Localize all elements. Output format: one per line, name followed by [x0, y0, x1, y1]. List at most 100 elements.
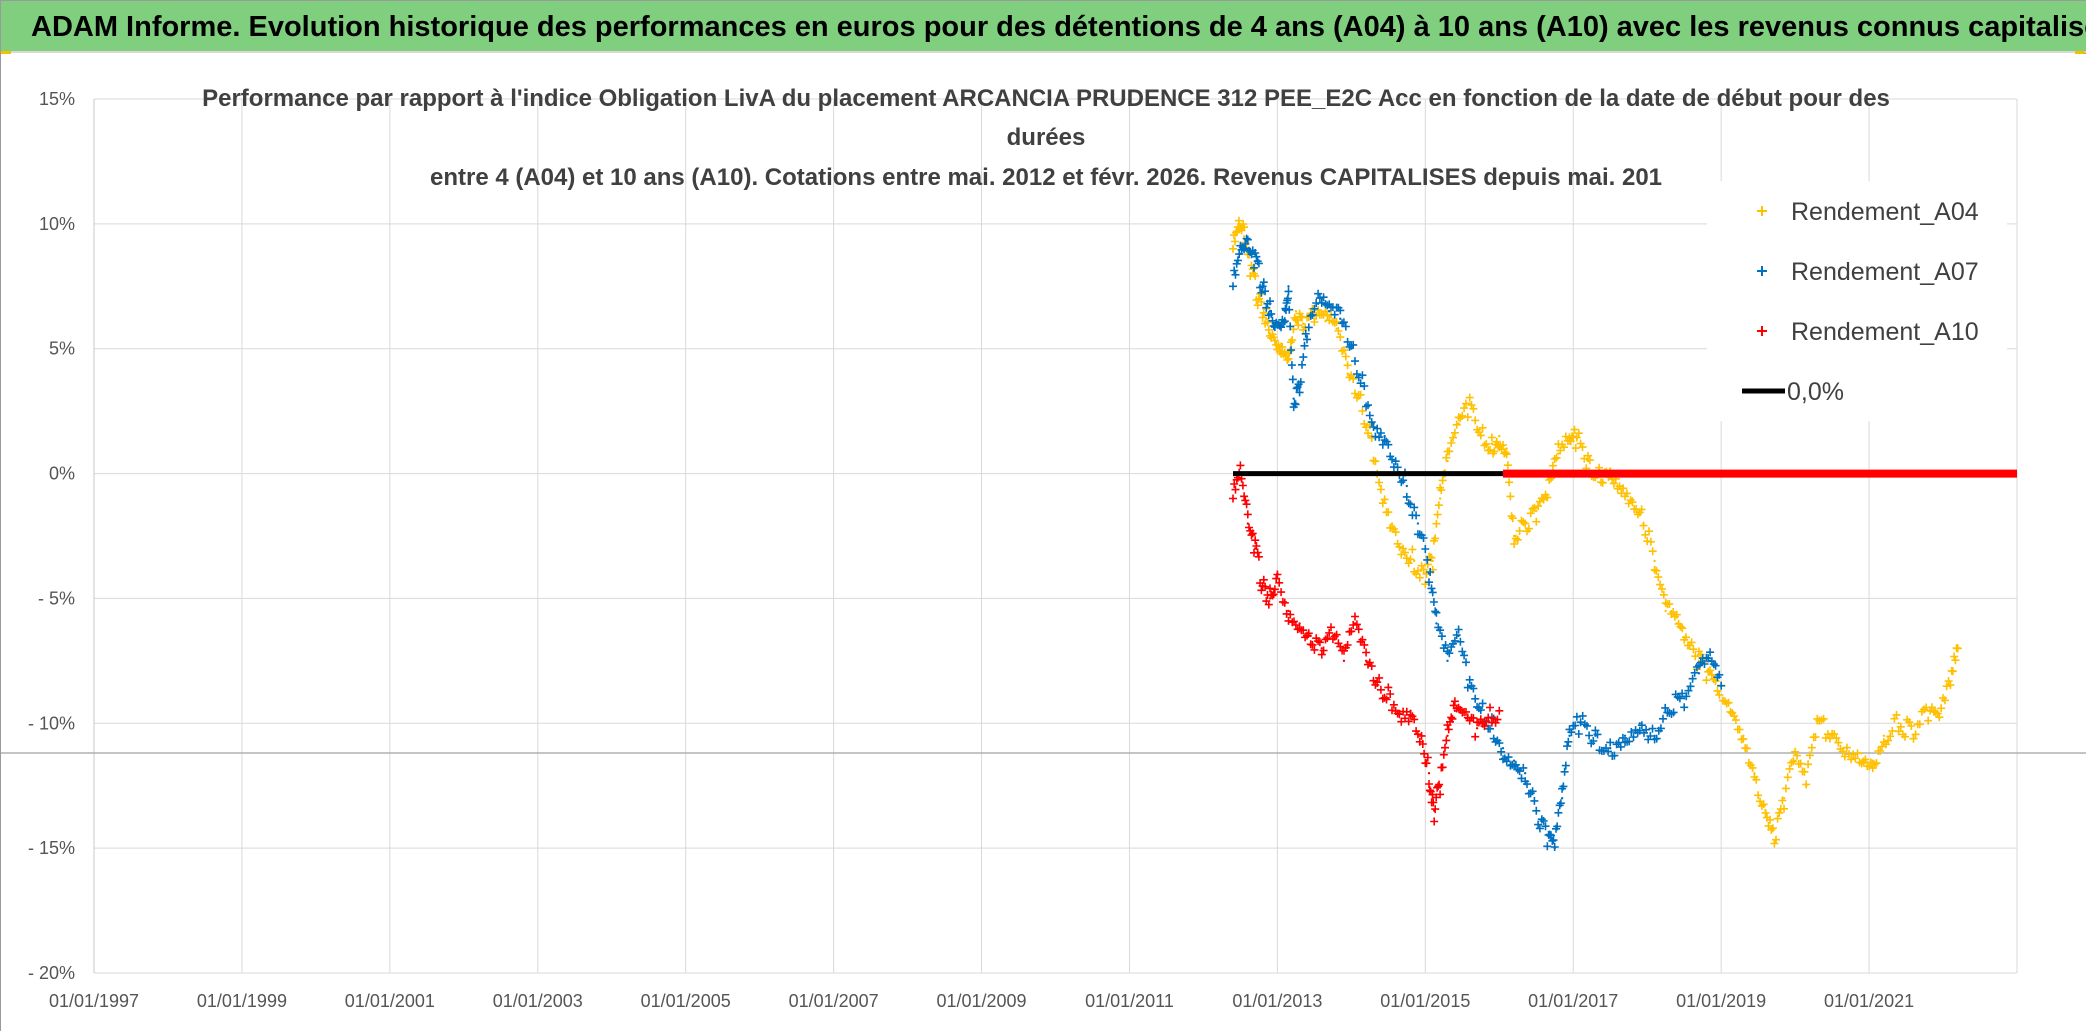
data-point	[1830, 734, 1834, 737]
data-point	[1479, 709, 1482, 712]
x-tick-label: 01/01/2015	[1380, 991, 1470, 1011]
chart-title-line: durées	[1007, 124, 1086, 151]
y-tick-label: - 5%	[38, 588, 75, 608]
data-point	[1339, 317, 1342, 320]
data-point	[1468, 402, 1471, 405]
data-point	[1287, 352, 1290, 355]
data-point	[1383, 434, 1386, 438]
data-point	[1372, 422, 1375, 425]
data-point	[1316, 302, 1320, 305]
data-point	[1364, 659, 1368, 663]
data-point	[1468, 684, 1471, 688]
data-point	[1782, 797, 1786, 800]
data-point	[1239, 252, 1242, 256]
data-point	[1764, 809, 1767, 812]
x-tick-label: 01/01/2007	[789, 991, 879, 1011]
data-point	[1609, 467, 1612, 470]
data-point	[1498, 709, 1501, 712]
data-point	[1405, 484, 1409, 488]
data-point	[1431, 559, 1434, 563]
y-tick-label: 10%	[39, 214, 75, 234]
data-point	[1253, 547, 1257, 550]
data-point	[1257, 297, 1261, 300]
data-point	[1505, 447, 1508, 450]
data-point	[1231, 285, 1235, 288]
data-point	[1653, 559, 1656, 563]
data-point	[1642, 522, 1645, 525]
data-point	[1475, 727, 1479, 730]
x-tick-label: 01/01/2001	[345, 991, 435, 1011]
series-layer	[1229, 216, 2017, 851]
data-point	[1697, 672, 1701, 675]
data-point	[1368, 434, 1372, 438]
data-point	[1860, 752, 1863, 755]
data-point	[1675, 622, 1678, 625]
data-point	[1498, 434, 1501, 438]
data-point	[1546, 834, 1549, 837]
data-point	[1535, 809, 1538, 812]
x-tick-label: 01/01/2009	[936, 991, 1026, 1011]
data-point	[1938, 717, 1941, 720]
data-point	[1246, 522, 1250, 525]
data-point	[1620, 484, 1623, 488]
data-point	[1265, 317, 1268, 320]
legend-item: Rendement_A04	[1757, 198, 1979, 226]
y-tick-label: - 15%	[28, 838, 75, 858]
x-tick-label: 01/01/2017	[1528, 991, 1618, 1011]
data-point	[1523, 522, 1527, 525]
series-rendement_a07	[1229, 234, 1726, 851]
data-point	[1376, 684, 1379, 688]
data-point	[1653, 734, 1656, 737]
data-point	[1320, 647, 1323, 650]
legend-label: 0,0%	[1787, 378, 1844, 406]
data-point	[1668, 709, 1671, 712]
data-point	[1261, 584, 1264, 588]
data-point	[1742, 734, 1745, 737]
y-tick-label: - 10%	[28, 713, 75, 733]
data-point	[1949, 684, 1952, 688]
data-point	[1427, 572, 1431, 575]
data-point	[1294, 310, 1298, 313]
data-point	[1805, 784, 1808, 787]
data-point	[1956, 647, 1960, 650]
data-point	[1250, 272, 1253, 275]
data-point	[1575, 437, 1579, 440]
legend-item: Rendement_A10	[1757, 318, 1979, 346]
data-point	[1773, 841, 1776, 845]
data-point	[1708, 659, 1712, 663]
data-point	[1631, 497, 1634, 500]
y-tick-label: - 20%	[28, 963, 75, 983]
x-tick-label: 01/01/2011	[1085, 991, 1174, 1011]
data-point	[1342, 659, 1346, 663]
data-point	[1331, 634, 1335, 638]
data-point	[1353, 622, 1357, 625]
data-point	[1490, 442, 1494, 445]
data-point	[1335, 327, 1338, 330]
data-point	[1912, 734, 1915, 737]
data-point	[1398, 709, 1401, 712]
data-point	[1401, 547, 1405, 550]
data-point	[1357, 397, 1360, 400]
x-tick-label: 01/01/2005	[641, 991, 731, 1011]
legend-label: Rendement_A04	[1791, 198, 1979, 226]
series-rendement_a10	[1229, 461, 1504, 826]
data-point	[1457, 634, 1460, 638]
data-point	[1927, 709, 1930, 712]
chart-title-line: Performance par rapport à l'indice Oblig…	[202, 85, 1890, 112]
data-point	[1379, 484, 1383, 488]
legend-label: Rendement_A10	[1791, 318, 1979, 346]
y-tick-label: 15%	[39, 89, 75, 109]
data-point	[1435, 622, 1438, 625]
data-point	[1424, 572, 1427, 575]
data-point	[1416, 522, 1420, 525]
data-point	[1276, 322, 1279, 325]
y-tick-label: 5%	[49, 339, 75, 359]
data-point	[1609, 747, 1612, 750]
legend-marker-icon	[1757, 266, 1767, 276]
data-point	[1560, 797, 1564, 800]
data-point	[1253, 260, 1257, 263]
legend-label: Rendement_A07	[1791, 258, 1979, 286]
x-tick-label: 01/01/1999	[197, 991, 287, 1011]
data-point	[1276, 572, 1279, 575]
